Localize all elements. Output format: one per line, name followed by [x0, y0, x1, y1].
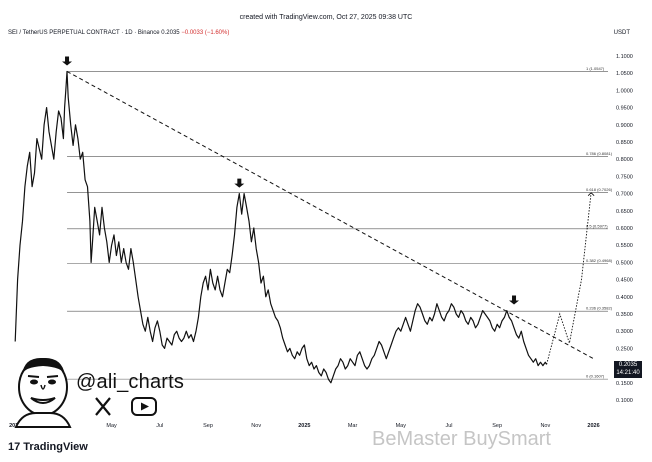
x-tick-label: 2026	[587, 423, 599, 429]
x-tick-label: 2025	[298, 423, 310, 429]
y-tick-label: 0.9500	[616, 106, 633, 112]
x-tick-label: Mar	[348, 423, 358, 429]
fib-level-label: 1 (1.0547)	[586, 66, 605, 71]
projection-path	[546, 192, 592, 365]
last-price-badge: 0.2035 14:21:40	[614, 361, 642, 378]
y-tick-label: 0.6000	[616, 226, 633, 232]
x-icon[interactable]	[95, 397, 111, 416]
x-tick-label: Nov	[540, 423, 550, 429]
arrow-layer	[62, 56, 520, 305]
currency-label: USDT	[613, 30, 630, 36]
y-tick-label: 0.7500	[616, 174, 633, 180]
youtube-icon[interactable]	[131, 397, 157, 416]
projection-arrowhead	[587, 192, 595, 197]
created-note: created with TradingView.com, Oct 27, 20…	[239, 14, 413, 21]
x-tick-label: Jul	[445, 423, 452, 429]
y-axis: 1.1000 1.0500 1.0000 0.9500 0.9000 0.8500 0.80…	[616, 54, 633, 404]
y-tick-label: 0.4500	[616, 278, 633, 284]
last-price: 0.2035	[161, 30, 180, 36]
fib-level-label: 0.236 (0.3582)	[586, 306, 613, 311]
y-tick-label: 0.7000	[616, 192, 633, 198]
y-tick-label: 0.6500	[616, 209, 633, 215]
fib-level-label: 0.618 (0.7026)	[586, 187, 613, 192]
y-tick-label: 0.1000	[616, 398, 633, 404]
down-arrow-icon	[509, 295, 520, 305]
y-tick-label: 0.8500	[616, 140, 633, 146]
y-tick-label: 1.0500	[616, 71, 633, 77]
y-tick-label: 0.2500	[616, 346, 633, 352]
x-tick-label: Sep	[203, 423, 213, 429]
badge-price: 0.2035	[618, 362, 638, 368]
avatar	[14, 357, 72, 428]
y-tick-label: 0.9000	[616, 123, 633, 129]
descending-trendline	[66, 71, 594, 360]
y-tick-label: 1.0000	[616, 88, 633, 94]
badge-timer: 14:21:40	[616, 370, 640, 376]
x-tick-label: Nov	[251, 423, 261, 429]
x-tick-label: May	[106, 423, 117, 429]
fib-level-label: 0.5 (0.5977)	[586, 223, 608, 228]
x-tick-label: Jul	[156, 423, 163, 429]
symbol-header: SEI / TetherUS PERPETUAL CONTRACT · 1D ·…	[8, 30, 229, 36]
trendline-layer	[66, 71, 594, 360]
x-axis: 2024MarMayJulSepNov2025MarMayJulSepNov20…	[9, 423, 600, 429]
x-tick-label: May	[396, 423, 407, 429]
price-line-layer	[14, 70, 548, 384]
y-tick-label: 0.3000	[616, 329, 633, 335]
tradingview-wordmark: TradingView	[23, 441, 88, 453]
projection-layer	[546, 192, 595, 365]
price-series-line	[14, 70, 548, 384]
tradingview-logo[interactable]: 17 TradingView	[8, 441, 88, 453]
y-tick-label: 1.1000	[616, 54, 633, 60]
author-handle[interactable]: @ali_charts	[76, 371, 185, 393]
symbol-title: SEI / TetherUS PERPETUAL CONTRACT · 1D ·…	[8, 30, 160, 36]
down-arrow-icon	[62, 56, 73, 66]
y-tick-label: 0.5000	[616, 260, 633, 266]
y-tick-label: 0.3500	[616, 312, 633, 318]
y-tick-label: 0.5500	[616, 243, 633, 249]
fib-level-label: 0.382 (0.4968)	[586, 258, 613, 263]
tradingview-mark-icon: 17	[8, 441, 21, 453]
watermark: BeMaster BuySmart	[372, 428, 551, 450]
y-tick-label: 0.8000	[616, 157, 633, 163]
y-tick-label: 0.4000	[616, 295, 633, 301]
price-change: −0.0033 (−1.60%)	[181, 30, 230, 36]
fib-level-label: 0.786 (0.8081)	[586, 151, 613, 156]
down-arrow-icon	[234, 178, 245, 188]
x-tick-label: Sep	[492, 423, 502, 429]
fib-level-label: 0 (0.1607)	[586, 374, 605, 379]
fib-levels-layer: 1 (1.0547) 0.786 (0.8081) 0.618 (0.7026) 0.…	[67, 66, 613, 380]
y-tick-label: 0.1500	[616, 381, 633, 387]
